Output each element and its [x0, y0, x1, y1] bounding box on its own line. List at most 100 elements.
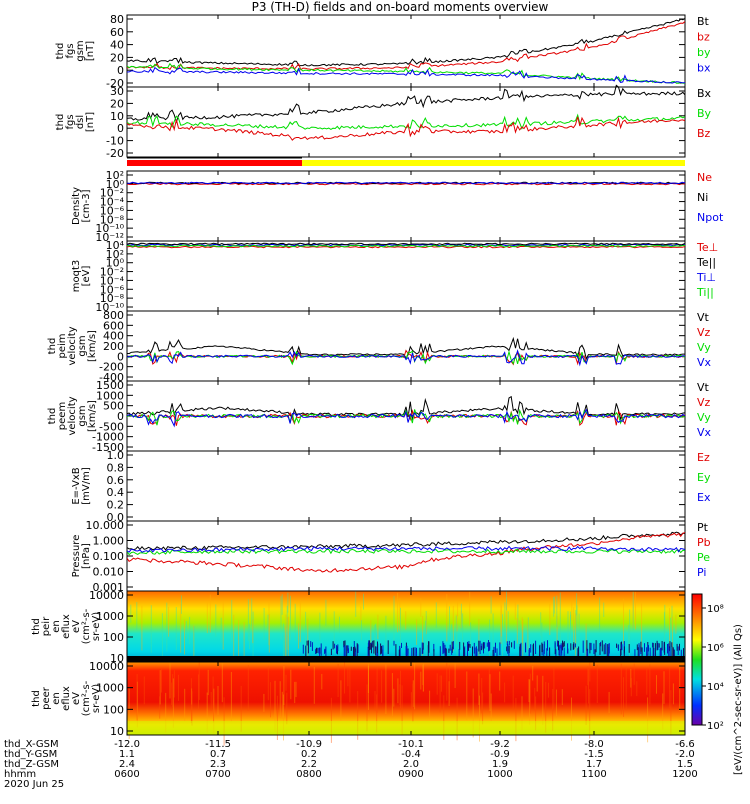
series-line-Pe — [127, 548, 685, 556]
spectrogram-streak — [233, 614, 235, 660]
y-axis-label: en — [51, 620, 62, 633]
spectrogram-noise — [638, 643, 640, 649]
y-tick-label: 10⁻¹⁰ — [95, 222, 124, 235]
spectrogram-streak — [191, 691, 193, 726]
spectrogram-streak — [573, 607, 575, 648]
y-axis-label: [mV/m] — [81, 467, 92, 505]
spectrogram-noise — [373, 640, 375, 654]
spectrogram-noise — [479, 640, 481, 654]
spectrogram-streak — [671, 605, 673, 634]
spectrogram-streak — [512, 675, 514, 709]
spectrogram-streak — [299, 599, 301, 643]
spectrogram-streak — [376, 666, 378, 713]
spectrogram-noise — [658, 643, 660, 648]
spectrogram-streak — [206, 692, 208, 733]
spectrogram-streak — [285, 674, 287, 691]
spectrogram-noise — [563, 641, 565, 647]
panel-bg — [127, 87, 685, 157]
spectrogram-noise — [601, 640, 603, 652]
spectrogram-streak — [249, 623, 250, 650]
y-tick-label: 60 — [110, 26, 124, 39]
spectrogram-streak — [504, 682, 506, 703]
spectrogram-streak — [198, 674, 199, 709]
spectrogram-noise — [554, 641, 556, 649]
series-group-pressure — [127, 531, 685, 573]
y-tick-label: 10000 — [89, 589, 124, 602]
spectrogram-streak — [401, 685, 403, 735]
legend-label-Pt: Pt — [697, 521, 709, 534]
spectrogram-streak — [435, 602, 437, 628]
spectrogram-streak — [370, 620, 372, 646]
spectrogram-streak — [355, 591, 357, 617]
x-tick-label: 1100 — [581, 769, 606, 780]
y-tick-label: 0.2 — [107, 499, 125, 512]
y-tick-label: -10 — [106, 135, 124, 148]
spectrogram-noise — [488, 640, 489, 652]
spectrogram-streak — [500, 601, 502, 644]
spectrogram-streak — [449, 606, 450, 637]
spectrogram-streak — [172, 674, 174, 708]
spectrogram-noise — [543, 643, 545, 651]
legend-label-Npot: Npot — [697, 211, 724, 224]
spectrogram-streak — [221, 663, 223, 703]
y-axis-label: thd — [47, 408, 58, 425]
spectrogram-streak — [294, 603, 296, 641]
spectrogram-streak — [448, 681, 450, 706]
spectrogram-streak — [357, 691, 359, 740]
status-bar-red — [127, 160, 302, 166]
spectrogram-noise — [387, 640, 389, 654]
spectrogram-streak — [542, 675, 544, 725]
spectrogram-noise — [628, 644, 630, 653]
spectrogram-noise — [422, 648, 424, 654]
spectrogram-streak — [632, 592, 634, 631]
spectrogram-noise — [468, 643, 469, 651]
spectrogram-noise — [570, 643, 572, 651]
spectrogram-streak — [284, 626, 286, 659]
spectrogram-streak — [506, 597, 508, 643]
x-row-label: thd_Y-GSM — [4, 749, 57, 760]
spectrogram-noise — [368, 646, 370, 658]
spectrogram-streak — [213, 688, 215, 734]
spectrogram-noise — [539, 644, 541, 656]
y-tick-label: 30 — [110, 85, 124, 98]
spectrogram-streak — [169, 662, 171, 699]
spectrogram-streak — [189, 616, 191, 645]
spectrogram-noise — [549, 647, 551, 658]
spectrogram-noise — [535, 640, 537, 654]
spectrogram-streak — [399, 684, 401, 705]
spectrogram-streak — [337, 663, 339, 698]
spectrogram-streak — [159, 670, 161, 705]
spectrogram-noise — [357, 644, 359, 653]
spectrogram-noise — [463, 647, 465, 659]
spectrogram-streak — [529, 679, 531, 725]
spectrogram-noise — [620, 642, 622, 656]
spectrogram-noise — [484, 642, 486, 649]
spectrogram-noise — [306, 640, 308, 646]
y-tick-label: 600 — [103, 319, 124, 332]
spectrogram-streak — [454, 662, 456, 689]
spectrogram-noise — [459, 641, 461, 650]
spectrogram-streak — [268, 601, 270, 646]
spectrogram-streak — [425, 610, 427, 657]
spectrogram-streak — [263, 693, 265, 712]
spectrogram-streak — [240, 685, 242, 732]
spectrogram-noise — [428, 641, 430, 653]
spectrogram-noise — [507, 644, 509, 654]
y-tick-label: 1.0 — [107, 449, 125, 462]
status-bar — [127, 157, 685, 166]
spectrogram-noise — [421, 642, 423, 655]
spectrogram-noise — [656, 640, 658, 651]
spectrogram-noise — [443, 643, 445, 652]
panel-frame — [126, 86, 686, 158]
spectrogram-streak — [571, 599, 573, 621]
y-tick-label: 100 — [103, 703, 124, 716]
spectrogram-streak — [507, 611, 509, 634]
y-axis-label: thd — [31, 690, 42, 707]
x-tick-label: 2.0 — [403, 759, 419, 770]
spectrogram-streak — [506, 591, 507, 611]
spectrogram-streak — [553, 667, 555, 709]
y-axis-label: eflux — [61, 614, 72, 639]
spectrogram-streak — [575, 610, 577, 655]
